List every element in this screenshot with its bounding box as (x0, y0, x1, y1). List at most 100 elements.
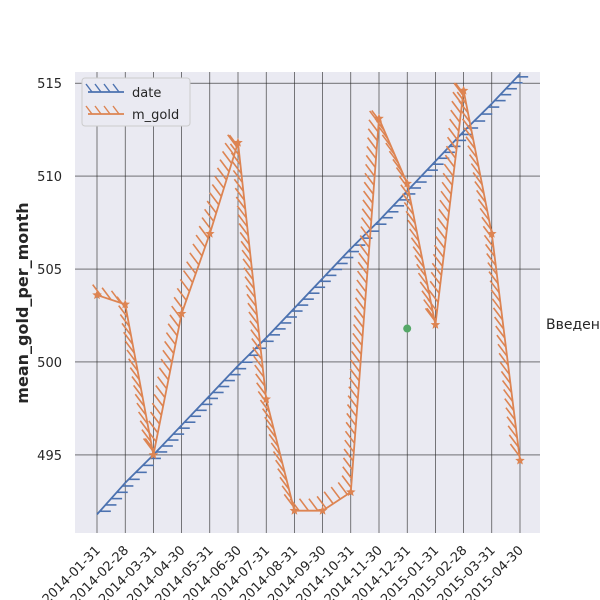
legend-label: date (132, 86, 161, 101)
hatch-tick (348, 386, 359, 400)
hatch-tick (131, 376, 142, 389)
hatch-tick (251, 338, 262, 351)
hatch-tick (134, 393, 145, 407)
hatch-tick (148, 420, 159, 434)
legend-hatch (103, 83, 111, 93)
hatch-tick (363, 181, 374, 195)
hatch-tick (256, 382, 267, 396)
data-point (430, 319, 441, 329)
hatch-tick (451, 100, 462, 114)
hatch-tick (481, 216, 492, 230)
hatch-tick (351, 341, 362, 355)
legend-entry-date: date (85, 83, 161, 101)
hatch-tick (247, 302, 258, 316)
hatch-tick (366, 146, 377, 159)
y-tick-label: 510 (37, 170, 62, 185)
hatch-tick (173, 296, 184, 310)
hatch-tick (308, 498, 319, 512)
hatch-tick (358, 243, 370, 257)
hatch-tick (416, 263, 427, 277)
legend-hatch (112, 105, 120, 115)
hatch-tick (504, 398, 515, 412)
hatch-tick (359, 234, 370, 248)
data-point (289, 505, 300, 515)
hatch-tick (364, 163, 376, 177)
hatch-tick (368, 119, 379, 133)
hatch-tick (255, 373, 266, 387)
hatch-tick (101, 287, 112, 301)
hatch-tick (149, 411, 161, 425)
hatch-tick (460, 109, 471, 123)
hatch-tick (409, 228, 420, 242)
hatch-tick (123, 331, 134, 345)
y-tick-label: 505 (37, 263, 62, 278)
hatch-tick (342, 457, 354, 471)
hatch-tick (156, 376, 168, 390)
hatch-tick (151, 402, 162, 416)
hatch-tick (281, 485, 292, 499)
hatch-tick (349, 368, 360, 382)
hatch-tick (250, 329, 261, 343)
hatch-tick (232, 169, 244, 183)
hatch-tick (238, 223, 249, 236)
hatch-tick (432, 253, 444, 267)
legend-hatch (103, 105, 111, 115)
hatch-tick (126, 349, 137, 363)
hatch-tick (344, 430, 356, 444)
hatch-tick (343, 448, 354, 462)
hatch-tick (352, 323, 364, 337)
hatch-tick (440, 190, 451, 204)
hatch-tick (427, 298, 438, 312)
data-point (261, 394, 271, 404)
hatch-tick (495, 325, 506, 339)
hatch-tick (345, 421, 356, 435)
data-point (205, 228, 215, 238)
hatch-tick (483, 234, 495, 248)
hatch-tick (509, 443, 521, 457)
hatch-tick (192, 243, 203, 257)
hatch-tick (211, 183, 222, 197)
data-point (120, 299, 130, 309)
hatch-tick (436, 226, 447, 240)
hatch-tick (506, 416, 517, 430)
hatch-tick (403, 201, 415, 215)
hatch-tick (298, 498, 310, 512)
hatch-tick (277, 468, 288, 482)
y-tick-labels: 495 500 505 510 515 (37, 77, 62, 464)
hatch-tick (410, 237, 422, 251)
data-point (402, 178, 412, 188)
hatch-tick (137, 411, 149, 425)
hatch-tick (110, 290, 122, 304)
legend-entry-m_gold: m_gold (85, 105, 179, 123)
hatch-tick (496, 334, 507, 348)
hatch-tick (507, 425, 518, 439)
hatch-tick (214, 175, 225, 189)
hatch-tick (428, 289, 439, 303)
y-tick-label: 500 (37, 356, 62, 371)
hatch-tick (201, 217, 212, 231)
hatch-tick (475, 189, 487, 203)
hatch-tick (155, 385, 166, 399)
hatch-tick (414, 254, 425, 268)
data-point (148, 449, 159, 459)
series-line-m_gold (96, 90, 521, 512)
hatch-tick (128, 358, 139, 372)
data-point (346, 487, 356, 497)
hatch-tick (252, 346, 263, 360)
hatch-tick (450, 109, 461, 123)
hatch-tick (209, 192, 220, 206)
hatch-tick (249, 320, 260, 334)
hatch-tick (463, 127, 474, 141)
hatch-tick (407, 219, 418, 233)
hatch-tick (444, 154, 456, 168)
hatch-tick (342, 466, 353, 480)
hatch-tick (261, 408, 273, 422)
hatch-tick (248, 311, 259, 325)
hatch-tick (434, 235, 446, 249)
hatch-tick (198, 225, 209, 239)
hatch-tick (195, 234, 206, 248)
series-layer (92, 73, 529, 516)
hatch-tick (354, 297, 366, 311)
hatch-tick (365, 154, 376, 168)
y-tick-label: 495 (37, 449, 62, 464)
